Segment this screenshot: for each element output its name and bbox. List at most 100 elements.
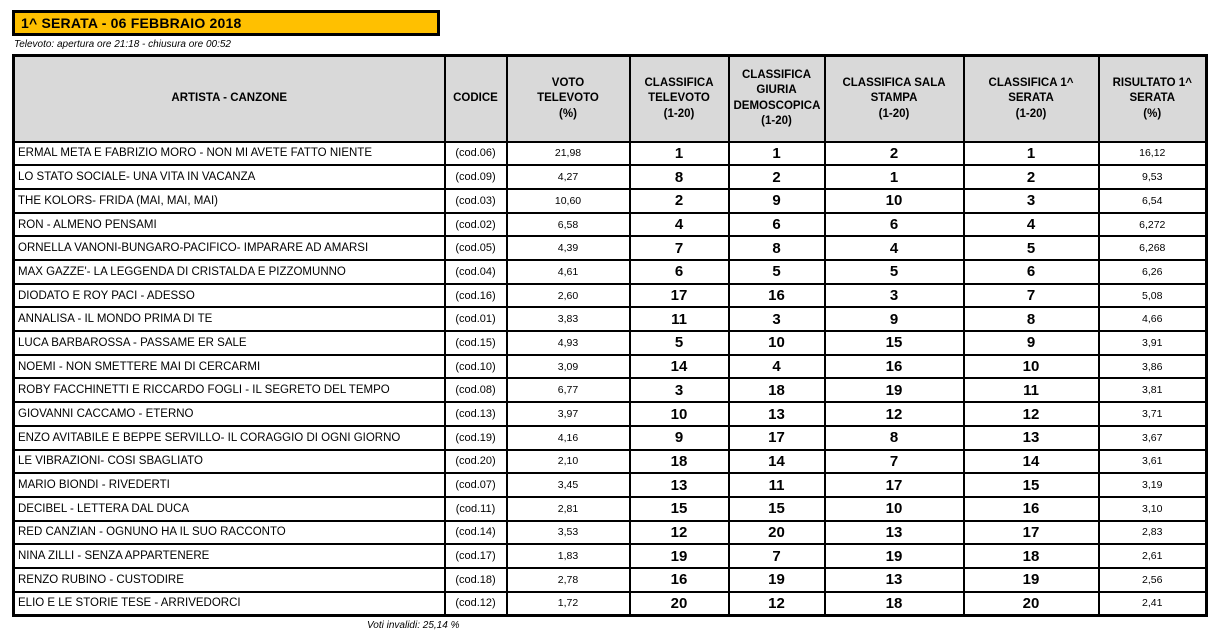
artist-song-cell: DIODATO E ROY PACI - ADESSO xyxy=(12,282,446,309)
artist-song-cell: NOEMI - NON SMETTERE MAI DI CERCARMI xyxy=(12,353,446,380)
header-classifica-sala-stampa: CLASSIFICA SALA STAMPA (1-20) xyxy=(823,54,965,143)
code-cell: (cod.06) xyxy=(443,140,508,167)
table-row: ELIO E LE STORIE TESE - ARRIVEDORCI (cod… xyxy=(12,590,1208,617)
result-pct-cell: 9,53 xyxy=(1097,164,1208,190)
rank-televoto-cell: 5 xyxy=(628,330,730,356)
artist-song-cell: LUCA BARBAROSSA - PASSAME ER SALE xyxy=(12,330,446,356)
table-row: DIODATO E ROY PACI - ADESSO (cod.16) 2,6… xyxy=(12,282,1208,309)
rank-giuria-cell: 1 xyxy=(727,140,826,167)
rank-serata-cell: 18 xyxy=(962,543,1100,569)
table-row: THE KOLORS- FRIDA (MAI, MAI, MAI) (cod.0… xyxy=(12,187,1208,214)
rank-televoto-cell: 13 xyxy=(628,472,730,498)
header-artista-canzone: ARTISTA - CANZONE xyxy=(12,54,446,143)
rank-televoto-cell: 9 xyxy=(628,424,730,451)
rank-giuria-cell: 17 xyxy=(727,424,826,451)
rank-serata-cell: 19 xyxy=(962,566,1100,593)
artist-song-cell: MAX GAZZE'- LA LEGGENDA DI CRISTALDA E P… xyxy=(12,259,446,285)
rank-serata-cell: 10 xyxy=(962,353,1100,380)
code-cell: (cod.17) xyxy=(443,543,508,569)
rank-giuria-cell: 13 xyxy=(727,401,826,427)
rank-giuria-cell: 15 xyxy=(727,495,826,522)
table-row: LO STATO SOCIALE- UNA VITA IN VACANZA (c… xyxy=(12,164,1208,190)
televoto-pct-cell: 3,45 xyxy=(505,472,631,498)
rank-televoto-cell: 12 xyxy=(628,519,730,546)
rank-televoto-cell: 8 xyxy=(628,164,730,190)
rank-televoto-cell: 17 xyxy=(628,282,730,309)
rank-televoto-cell: 11 xyxy=(628,306,730,333)
artist-song-cell: RED CANZIAN - OGNUNO HA IL SUO RACCONTO xyxy=(12,519,446,546)
rank-televoto-cell: 6 xyxy=(628,259,730,285)
code-cell: (cod.13) xyxy=(443,401,508,427)
televoto-pct-cell: 3,97 xyxy=(505,401,631,427)
code-cell: (cod.08) xyxy=(443,377,508,404)
rank-serata-cell: 7 xyxy=(962,282,1100,309)
rank-giuria-cell: 14 xyxy=(727,448,826,475)
table-row: NINA ZILLI - SENZA APPARTENERE (cod.17) … xyxy=(12,543,1208,569)
rank-serata-cell: 16 xyxy=(962,495,1100,522)
table-row: LUCA BARBAROSSA - PASSAME ER SALE (cod.1… xyxy=(12,330,1208,356)
result-pct-cell: 3,86 xyxy=(1097,353,1208,380)
rank-sala-cell: 8 xyxy=(823,424,965,451)
rank-televoto-cell: 4 xyxy=(628,211,730,238)
code-cell: (cod.12) xyxy=(443,590,508,617)
rank-sala-cell: 13 xyxy=(823,566,965,593)
rank-televoto-cell: 14 xyxy=(628,353,730,380)
page-title: 1^ SERATA - 06 FEBBRAIO 2018 xyxy=(12,10,440,37)
artist-song-cell: RON - ALMENO PENSAMI xyxy=(12,211,446,238)
result-pct-cell: 6,54 xyxy=(1097,187,1208,214)
rank-giuria-cell: 18 xyxy=(727,377,826,404)
rank-sala-cell: 15 xyxy=(823,330,965,356)
code-cell: (cod.01) xyxy=(443,306,508,333)
rank-televoto-cell: 3 xyxy=(628,377,730,404)
rank-serata-cell: 2 xyxy=(962,164,1100,190)
header-classifica-1-serata: CLASSIFICA 1^ SERATA (1-20) xyxy=(962,54,1100,143)
artist-song-cell: LE VIBRAZIONI- COSI SBAGLIATO xyxy=(12,448,446,475)
rank-giuria-cell: 3 xyxy=(727,306,826,333)
rank-sala-cell: 1 xyxy=(823,164,965,190)
televoto-pct-cell: 1,83 xyxy=(505,543,631,569)
table-row: RON - ALMENO PENSAMI (cod.02) 6,58 4 6 6… xyxy=(12,211,1208,238)
rank-sala-cell: 19 xyxy=(823,543,965,569)
televoto-pct-cell: 10,60 xyxy=(505,187,631,214)
rank-televoto-cell: 16 xyxy=(628,566,730,593)
rank-sala-cell: 2 xyxy=(823,140,965,167)
rank-sala-cell: 10 xyxy=(823,187,965,214)
rank-giuria-cell: 20 xyxy=(727,519,826,546)
table-row: MAX GAZZE'- LA LEGGENDA DI CRISTALDA E P… xyxy=(12,259,1208,285)
table-row: MARIO BIONDI - RIVEDERTI (cod.07) 3,45 1… xyxy=(12,472,1208,498)
rank-serata-cell: 20 xyxy=(962,590,1100,617)
rank-sala-cell: 4 xyxy=(823,235,965,262)
result-pct-cell: 4,66 xyxy=(1097,306,1208,333)
code-cell: (cod.18) xyxy=(443,566,508,593)
rank-serata-cell: 8 xyxy=(962,306,1100,333)
rank-giuria-cell: 10 xyxy=(727,330,826,356)
artist-song-cell: GIOVANNI CACCAMO - ETERNO xyxy=(12,401,446,427)
result-pct-cell: 2,61 xyxy=(1097,543,1208,569)
televoto-pct-cell: 4,61 xyxy=(505,259,631,285)
televoto-pct-cell: 3,09 xyxy=(505,353,631,380)
rank-sala-cell: 7 xyxy=(823,448,965,475)
rank-giuria-cell: 7 xyxy=(727,543,826,569)
rank-sala-cell: 16 xyxy=(823,353,965,380)
result-pct-cell: 3,81 xyxy=(1097,377,1208,404)
result-pct-cell: 6,26 xyxy=(1097,259,1208,285)
rank-serata-cell: 9 xyxy=(962,330,1100,356)
artist-song-cell: RENZO RUBINO - CUSTODIRE xyxy=(12,566,446,593)
table-row: RENZO RUBINO - CUSTODIRE (cod.18) 2,78 1… xyxy=(12,566,1208,593)
rank-sala-cell: 9 xyxy=(823,306,965,333)
header-risultato-1-serata: RISULTATO 1^ SERATA (%) xyxy=(1097,54,1208,143)
artist-song-cell: MARIO BIONDI - RIVEDERTI xyxy=(12,472,446,498)
rank-televoto-cell: 7 xyxy=(628,235,730,262)
rank-giuria-cell: 2 xyxy=(727,164,826,190)
result-pct-cell: 6,272 xyxy=(1097,211,1208,238)
televoto-pct-cell: 21,98 xyxy=(505,140,631,167)
result-pct-cell: 2,56 xyxy=(1097,566,1208,593)
result-pct-cell: 3,91 xyxy=(1097,330,1208,356)
code-cell: (cod.19) xyxy=(443,424,508,451)
table-row: ANNALISA - IL MONDO PRIMA DI TE (cod.01)… xyxy=(12,306,1208,333)
table-row: RED CANZIAN - OGNUNO HA IL SUO RACCONTO … xyxy=(12,519,1208,546)
code-cell: (cod.14) xyxy=(443,519,508,546)
header-classifica-giuria: CLASSIFICA GIURIA DEMOSCOPICA (1-20) xyxy=(727,54,826,143)
rank-sala-cell: 6 xyxy=(823,211,965,238)
rank-sala-cell: 19 xyxy=(823,377,965,404)
